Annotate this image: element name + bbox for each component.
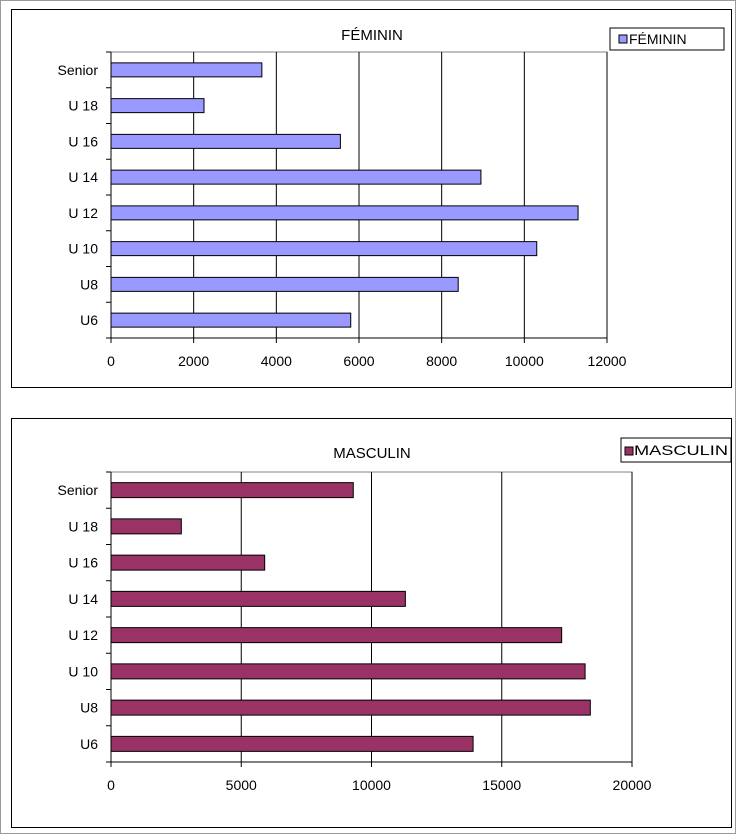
legend-box xyxy=(609,27,725,51)
y-tick-label: Senior xyxy=(58,482,99,498)
bar xyxy=(110,663,586,680)
x-tick-label: 2000 xyxy=(178,353,209,369)
legend: MASCULIN xyxy=(620,437,732,463)
x-tick-label: 12000 xyxy=(588,353,627,369)
y-tick-label: U8 xyxy=(80,276,98,292)
x-tick-label: 8000 xyxy=(426,353,457,369)
y-tick-label: U 16 xyxy=(68,133,98,149)
x-tick-label: 5000 xyxy=(226,777,257,793)
x-tick-label: 10000 xyxy=(505,353,544,369)
y-tick-label: U 10 xyxy=(68,241,98,257)
x-tick-label: 10000 xyxy=(352,777,391,793)
bar xyxy=(110,590,406,607)
x-tick-label: 20000 xyxy=(613,777,652,793)
x-tick-label: 0 xyxy=(107,353,115,369)
x-tick-label: 4000 xyxy=(261,353,292,369)
bar xyxy=(110,699,591,716)
y-tick-label: U8 xyxy=(80,700,98,716)
y-tick-label: Senior xyxy=(58,62,99,78)
bar xyxy=(110,735,474,752)
y-tick-label: U6 xyxy=(80,736,98,752)
legend-label: MASCULIN xyxy=(634,442,728,458)
legend-swatch xyxy=(618,34,628,44)
chart-title: FÉMININ xyxy=(341,27,403,44)
y-tick-label: U 18 xyxy=(68,518,98,534)
bar xyxy=(110,482,354,499)
x-tick-label: 0 xyxy=(107,777,115,793)
y-tick-label: U 12 xyxy=(68,205,98,221)
legend-label: FÉMININ xyxy=(629,31,687,47)
x-tick-label: 6000 xyxy=(343,353,374,369)
chart-title: MASCULIN xyxy=(333,445,411,462)
y-tick-label: U 14 xyxy=(68,169,98,185)
bar xyxy=(110,518,182,535)
y-tick-label: U 18 xyxy=(68,98,98,114)
y-tick-label: U 12 xyxy=(68,627,98,643)
y-tick-label: U6 xyxy=(80,312,98,328)
legend-swatch xyxy=(624,446,634,456)
bar xyxy=(110,627,563,644)
bar xyxy=(110,554,266,571)
x-tick-label: 15000 xyxy=(482,777,521,793)
legend: FÉMININ xyxy=(609,27,725,51)
y-tick-label: U 16 xyxy=(68,555,98,571)
legend-box xyxy=(620,437,732,463)
y-tick-label: U 14 xyxy=(68,591,98,607)
y-tick-label: U 10 xyxy=(68,663,98,679)
